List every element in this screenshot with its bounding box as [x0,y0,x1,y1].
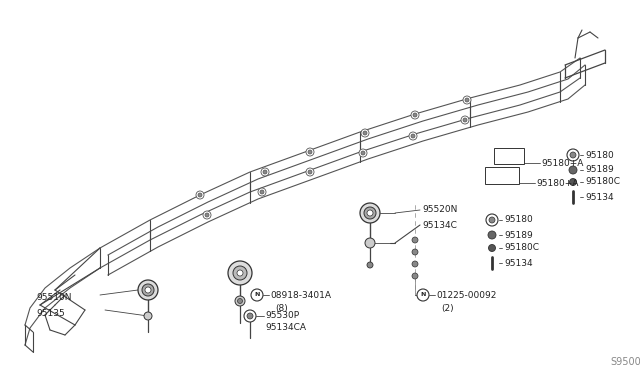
Circle shape [261,168,269,176]
Circle shape [306,168,314,176]
Circle shape [412,237,418,243]
Circle shape [465,98,469,102]
Circle shape [361,129,369,137]
Circle shape [198,193,202,197]
Circle shape [412,249,418,255]
Text: 95530P: 95530P [265,311,299,321]
Circle shape [263,170,267,174]
Circle shape [570,179,577,186]
Circle shape [461,116,469,124]
Circle shape [411,134,415,138]
Circle shape [144,312,152,320]
Circle shape [235,296,245,306]
Circle shape [486,214,498,226]
Circle shape [308,150,312,154]
Text: 95510N: 95510N [36,294,72,302]
Circle shape [306,148,314,156]
Circle shape [237,270,243,276]
Text: 01225-00092: 01225-00092 [436,291,497,299]
FancyBboxPatch shape [485,167,519,184]
Circle shape [570,152,576,158]
Circle shape [203,211,211,219]
Text: N: N [254,292,260,298]
Circle shape [260,190,264,194]
Text: 08918-3401A: 08918-3401A [270,291,331,299]
Circle shape [463,96,471,104]
Circle shape [142,284,154,296]
Circle shape [251,289,263,301]
Text: 95189: 95189 [504,231,532,240]
Text: 95180C: 95180C [585,177,620,186]
Circle shape [367,210,373,216]
Text: 95134: 95134 [504,259,532,267]
Circle shape [409,132,417,140]
Text: 95135: 95135 [36,308,65,317]
Circle shape [145,287,151,293]
Text: (8): (8) [275,304,288,312]
Text: 95134C: 95134C [422,221,457,230]
Text: 95180C: 95180C [504,244,539,253]
Circle shape [367,262,373,268]
Circle shape [138,280,158,300]
Text: N: N [420,292,426,298]
Text: 95180: 95180 [585,151,614,160]
Circle shape [417,289,429,301]
Text: (2): (2) [441,304,454,312]
Text: 95134CA: 95134CA [265,324,306,333]
Circle shape [237,298,243,304]
Circle shape [258,188,266,196]
Circle shape [364,207,376,219]
Text: 95180+A: 95180+A [541,158,584,167]
Text: 95180: 95180 [504,215,532,224]
Text: 95189: 95189 [585,166,614,174]
Circle shape [247,313,253,319]
Circle shape [363,131,367,135]
Circle shape [233,266,247,280]
Circle shape [196,191,204,199]
Circle shape [361,151,365,155]
Circle shape [412,273,418,279]
Circle shape [359,149,367,157]
Text: 95180+A: 95180+A [536,179,579,187]
FancyBboxPatch shape [494,148,524,164]
Circle shape [413,113,417,117]
Text: 95520N: 95520N [422,205,458,215]
Circle shape [365,238,375,248]
Circle shape [412,261,418,267]
Circle shape [489,217,495,223]
Circle shape [463,118,467,122]
Circle shape [488,244,495,251]
Circle shape [411,111,419,119]
Circle shape [205,213,209,217]
Circle shape [228,261,252,285]
Text: S950000V: S950000V [610,357,640,367]
Circle shape [488,231,496,239]
Circle shape [567,149,579,161]
Circle shape [569,166,577,174]
Text: 95134: 95134 [585,192,614,202]
Circle shape [308,170,312,174]
Circle shape [244,310,256,322]
Circle shape [360,203,380,223]
